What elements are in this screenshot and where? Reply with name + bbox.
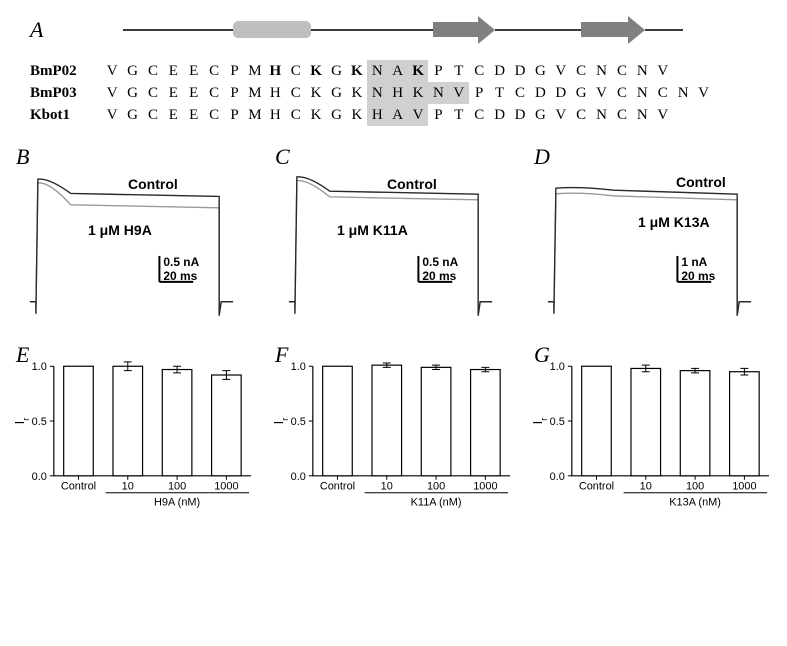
svg-text:Control: Control [579,481,614,493]
trace-panel-b: B0.5 nA20 msControl1 μM H9A [10,144,259,334]
bar-panel-f: F0.00.51.0IrControl101001000K11A (nM) [269,342,518,512]
trace-svg: 0.5 nA20 ms [269,144,518,334]
trace-panel-d: D1 nA20 msControl1 μM K13A [528,144,777,334]
svg-text:Control: Control [61,481,96,493]
svg-text:100: 100 [427,481,445,493]
control-label: Control [387,176,437,192]
svg-text:1000: 1000 [473,481,497,493]
bar-chart-svg: 0.0 0.5 1.0 Ir Control 10 100 1000 K13A (nM) [528,342,777,512]
svg-text:1000: 1000 [732,481,756,493]
trace-svg: 1 nA20 ms [528,144,777,334]
sequence-name: Kbot1 [30,107,102,124]
svg-text:1.0: 1.0 [32,361,47,373]
sequence-name: BmP02 [30,63,102,80]
svg-text:0.5: 0.5 [550,416,565,428]
svg-text:1000: 1000 [214,481,238,493]
sequence-alignment: BmP02VGCEECPMHCKGKNAKPTCDDGVCNCNVBmP03VG… [30,60,777,126]
panel-a: A BmP02VGCEECPMHCKGKNAKPTCDDGVCNCNVBmP03… [10,10,777,126]
bar-panel-e: E0.00.51.0IrControl101001000H9A (nM) [10,342,259,512]
sequence-row: Kbot1VGCEECPMHCKGKHAVPTCDDGVCNCNV [30,104,777,126]
secondary-structure-diagram [123,15,683,45]
treatment-label: 1 μM K11A [337,222,408,238]
svg-text:100: 100 [168,481,186,493]
svg-text:0.5 nA: 0.5 nA [422,255,458,269]
svg-text:0.5: 0.5 [291,416,306,428]
svg-text:0.5 nA: 0.5 nA [163,255,199,269]
sequence-residues: VGCEECPMHCKGKHAVPTCDDGVCNCNV [102,104,673,126]
sequence-row: BmP03VGCEECPMHCKGKNHKNVPTCDDGVCNCNV [30,82,777,104]
svg-text:10: 10 [381,481,393,493]
svg-text:20 ms: 20 ms [681,269,715,283]
svg-text:20 ms: 20 ms [163,269,197,283]
svg-text:1.0: 1.0 [550,361,565,373]
treatment-label: 1 μM K13A [638,214,710,230]
sequence-residues: VGCEECPMHCKGKNAKPTCDDGVCNCNV [102,60,673,82]
panel-a-header: A [30,10,777,50]
svg-text:10: 10 [640,481,652,493]
svg-text:0.0: 0.0 [32,471,47,483]
trace-svg: 0.5 nA20 ms [10,144,259,334]
control-label: Control [128,176,178,192]
bar-chart-svg: 0.0 0.5 1.0 Ir Control 10 100 1000 K11A (nM) [269,342,518,512]
svg-text:Control: Control [320,481,355,493]
sequence-residues: VGCEECPMHCKGKNHKNVPTCDDGVCNCNV [102,82,714,104]
svg-text:Ir: Ir [12,418,31,425]
svg-text:0.0: 0.0 [291,471,306,483]
svg-text:H9A (nM): H9A (nM) [154,497,200,509]
svg-text:20 ms: 20 ms [422,269,456,283]
svg-text:100: 100 [686,481,704,493]
svg-text:0.5: 0.5 [32,416,47,428]
svg-text:Ir: Ir [530,418,549,425]
control-label: Control [676,174,726,190]
bar-panel-g: G0.00.51.0IrControl101001000K13A (nM) [528,342,777,512]
svg-text:0.0: 0.0 [550,471,565,483]
trace-panels-row: B0.5 nA20 msControl1 μM H9AC0.5 nA20 msC… [10,144,777,334]
svg-text:10: 10 [122,481,134,493]
bar-chart-svg: 0.0 0.5 1.0 Ir Control 10 100 1000 H9A (nM) [10,342,259,512]
svg-text:K13A (nM): K13A (nM) [669,497,721,509]
svg-text:1.0: 1.0 [291,361,306,373]
trace-panel-c: C0.5 nA20 msControl1 μM K11A [269,144,518,334]
sequence-row: BmP02VGCEECPMHCKGKNAKPTCDDGVCNCNV [30,60,777,82]
svg-text:K11A (nM): K11A (nM) [411,497,462,509]
sequence-name: BmP03 [30,85,102,102]
treatment-label: 1 μM H9A [88,222,152,238]
bar-panels-row: E0.00.51.0IrControl101001000H9A (nM)F0.0… [10,342,777,512]
panel-a-label: A [30,17,43,43]
svg-text:Ir: Ir [271,418,290,425]
figure-root: A BmP02VGCEECPMHCKGKNAKPTCDDGVCNCNVBmP03… [10,10,777,512]
svg-text:1 nA: 1 nA [681,255,707,269]
